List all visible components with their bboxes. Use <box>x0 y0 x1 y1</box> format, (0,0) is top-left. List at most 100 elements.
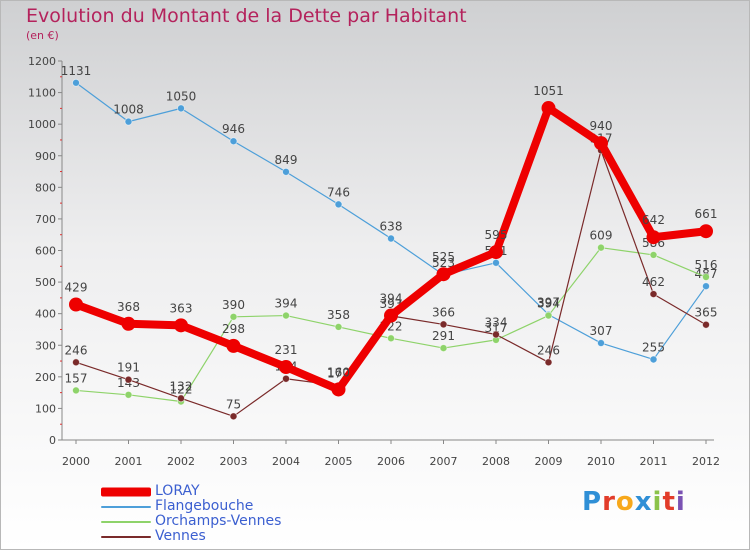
y-tick-label: 200 <box>35 371 56 384</box>
data-label: 1050 <box>166 89 197 103</box>
data-point <box>229 312 238 321</box>
data-point <box>699 224 713 239</box>
data-point <box>229 412 238 421</box>
data-label: 75 <box>226 397 241 411</box>
y-tick-label: 1100 <box>28 87 56 100</box>
data-label: 317 <box>485 321 508 335</box>
data-label: 609 <box>590 229 613 243</box>
data-point <box>124 375 133 384</box>
data-point <box>69 297 83 312</box>
y-tick-label: 1000 <box>28 118 56 131</box>
data-label: 849 <box>275 153 298 167</box>
data-label: 642 <box>642 213 665 227</box>
data-point <box>387 234 395 243</box>
data-point <box>121 316 136 331</box>
data-point <box>489 245 503 260</box>
data-label: 946 <box>222 122 245 136</box>
data-label: 523 <box>432 256 455 270</box>
data-label: 1051 <box>533 84 564 98</box>
data-point <box>492 258 500 267</box>
data-point <box>226 338 241 353</box>
x-tick-label: 2004 <box>272 455 300 468</box>
data-point <box>72 78 80 87</box>
logo-letter: o <box>615 487 635 517</box>
x-tick-label: 2012 <box>692 455 720 468</box>
x-tick-label: 2008 <box>482 455 510 468</box>
x-tick-label: 2002 <box>167 455 195 468</box>
data-label: 394 <box>380 292 403 306</box>
data-point <box>702 282 710 291</box>
data-point <box>334 200 343 209</box>
data-point <box>492 330 500 339</box>
data-label: 746 <box>327 185 350 199</box>
y-tick-label: 300 <box>35 339 56 352</box>
data-point <box>597 339 605 347</box>
data-label: 231 <box>275 343 298 357</box>
data-label: 940 <box>590 119 613 133</box>
data-label: 122 <box>170 382 193 396</box>
logo-letter: i <box>675 487 686 517</box>
logo-letter: t <box>662 487 676 517</box>
data-label: 358 <box>327 308 350 322</box>
legend-label: LORAY <box>155 483 200 499</box>
data-label: 191 <box>117 361 140 375</box>
data-point <box>702 320 710 329</box>
logo-letter: x <box>634 487 653 517</box>
data-point <box>282 167 290 176</box>
data-label: 397 <box>537 296 560 310</box>
chart-subtitle: (en €) <box>26 29 59 42</box>
data-label: 368 <box>117 300 140 314</box>
data-point <box>331 382 346 397</box>
data-label: 160 <box>327 365 350 379</box>
legend-swatch <box>101 505 151 508</box>
data-point <box>649 251 658 259</box>
data-point <box>436 267 451 282</box>
data-point <box>282 374 290 383</box>
x-tick-label: 2001 <box>115 455 143 468</box>
y-tick-label: 800 <box>35 181 56 194</box>
y-tick-label: 500 <box>35 276 56 289</box>
y-tick-label: 600 <box>35 245 56 258</box>
chart-title: Evolution du Montant de la Dette par Hab… <box>26 5 467 27</box>
data-point <box>279 360 293 375</box>
x-tick-label: 2011 <box>640 455 668 468</box>
data-label: 298 <box>222 322 245 336</box>
data-point <box>541 101 556 116</box>
data-point <box>649 355 658 364</box>
x-tick-label: 2009 <box>535 455 563 468</box>
data-point <box>384 308 398 323</box>
data-point <box>649 290 658 298</box>
data-point <box>282 311 290 320</box>
logo-letter: i <box>652 487 663 517</box>
data-point <box>702 273 710 281</box>
data-point <box>387 334 395 343</box>
data-label: 246 <box>537 343 560 357</box>
legend-label: Flangebouche <box>155 498 254 514</box>
data-point <box>439 344 448 352</box>
data-label: 595 <box>485 228 508 242</box>
legend-label: Orchamps-Vennes <box>155 513 282 529</box>
data-label: 363 <box>170 301 193 315</box>
x-tick-label: 2003 <box>220 455 248 468</box>
data-label: 1131 <box>61 64 92 78</box>
proxiti-logo: Proxiti <box>582 487 686 517</box>
y-tick-label: 900 <box>35 150 56 163</box>
logo-letter: r <box>602 487 616 517</box>
x-tick-label: 2010 <box>587 455 615 468</box>
data-label: 525 <box>432 250 455 264</box>
x-tick-label: 2005 <box>325 455 353 468</box>
data-label: 661 <box>695 207 718 221</box>
data-point <box>646 230 661 245</box>
x-tick-label: 2006 <box>377 455 405 468</box>
data-label: 255 <box>642 340 665 354</box>
data-point <box>174 318 188 333</box>
data-label: 462 <box>642 275 665 289</box>
x-tick-label: 2000 <box>62 455 90 468</box>
data-point <box>439 320 448 329</box>
data-point <box>544 358 553 367</box>
data-label: 334 <box>485 316 508 330</box>
data-label: 291 <box>432 329 455 343</box>
x-tick-label: 2007 <box>430 455 458 468</box>
